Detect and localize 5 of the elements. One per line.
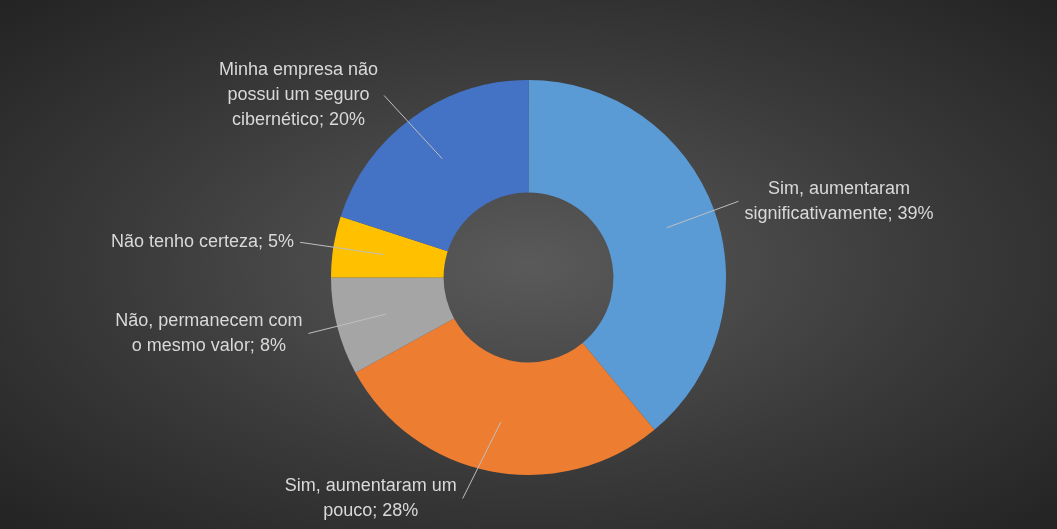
- slice-label: Minha empresa não possui um seguro cibernético; 20%: [218, 59, 379, 130]
- slice-label: Não tenho certeza; 5%: [111, 231, 295, 252]
- slice-label: Sim, aumentaram significativamente; 39%: [744, 177, 934, 223]
- slice-label: Não, permanecem com o mesmo valor; 8%: [115, 309, 303, 355]
- slice-label: Sim, aumentaram um pouco; 28%: [284, 474, 457, 520]
